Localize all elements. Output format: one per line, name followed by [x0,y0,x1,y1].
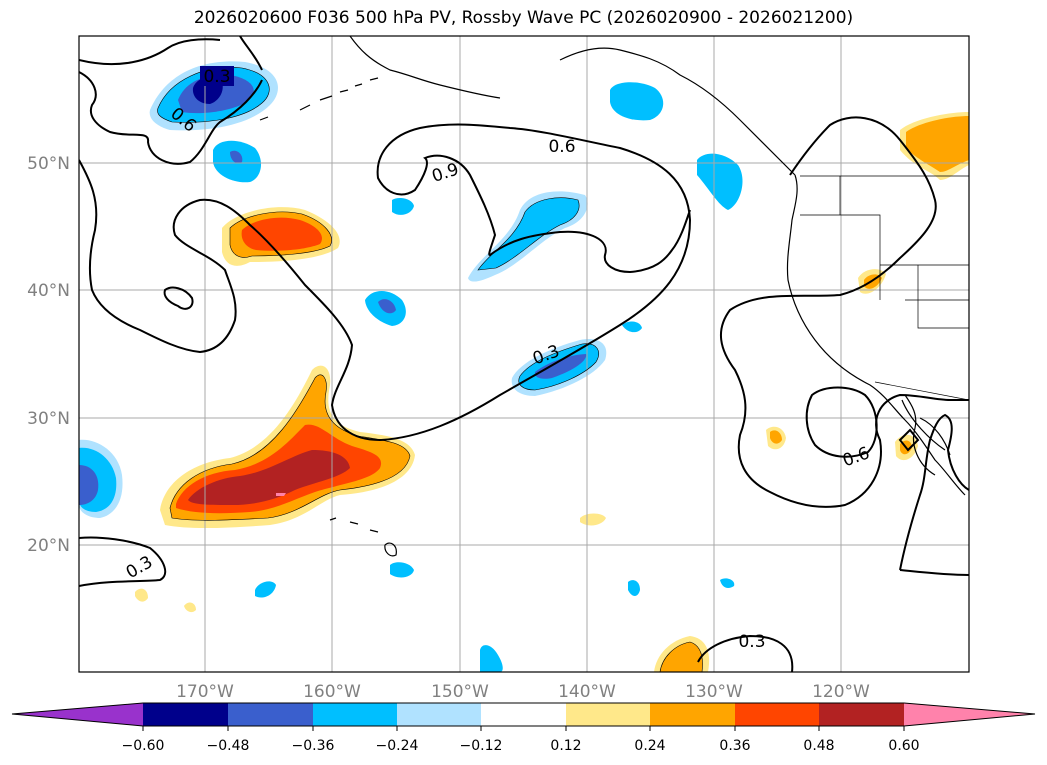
pv-contour [899,413,969,571]
colorbar-segment [481,703,566,726]
contour-label: 0.6 [548,137,575,157]
pv-contour-layer [79,36,969,672]
colorbar-segment [397,703,481,726]
pv-fill-layer [79,61,969,672]
latitude-labels: 50°N 40°N 30°N 20°N [27,154,70,556]
colorbar-tick-label: −0.24 [376,738,419,754]
pv-positive-region [184,602,196,613]
region-edge [229,211,332,258]
north-america-coastline [786,174,966,496]
lon-label: 140°W [558,682,616,702]
lat-label: 40°N [27,281,70,301]
colorbar-tick-label: 0.24 [634,738,665,754]
pv-negative-region [378,299,396,314]
state-borders [800,176,969,401]
pv-negative-region [697,153,743,210]
pv-contour [79,123,692,442]
lat-label: 20°N [27,536,70,556]
colorbar-tick-label: −0.36 [292,738,335,754]
pv-positive-region [906,116,969,172]
pv-negative-region [392,198,414,215]
colorbar-segment [819,703,904,726]
colorbar-tick-label: 0.36 [719,738,750,754]
pv-positive-region [135,588,148,602]
pv-negative-region [478,197,580,270]
colorbar-segment [650,703,735,726]
pv-positive-region [580,513,606,526]
pv-negative-region [230,150,243,164]
colorbar-tick-label: 0.12 [550,738,581,754]
pv-contour [79,38,221,66]
pv-contour [805,386,878,458]
pv-contour [239,36,263,71]
label-background [200,66,234,86]
pv-contour [79,71,263,165]
colorbar-segment [313,703,397,726]
lon-label: 130°W [685,682,743,702]
pv-positive-region [770,430,782,444]
pv-contour [697,634,794,672]
colorbar-segment [143,703,228,726]
colorbar-segment [566,703,650,726]
region-edge [659,641,703,672]
colorbar-tick-label: −0.12 [460,738,503,754]
pv-negative-region [622,321,642,333]
pv-region-edges [157,67,703,672]
contour-label: 0.6 [840,443,872,471]
colorbar-tick-marks [142,726,905,731]
pv-negative-region [480,645,503,672]
region-edge [518,343,599,391]
contour-label: 0.9 [430,160,462,187]
lat-label: 50°N [27,154,70,174]
pv-contour [163,286,194,310]
contour-label: 0.3 [123,552,156,583]
colorbar-tick-label: −0.48 [207,738,250,754]
pv-negative-region [628,580,640,596]
pv-negative-region [390,562,414,578]
longitude-labels: 170°W 160°W 150°W 140°W 130°W 120°W [176,682,870,702]
colorbar-tick-label: −0.60 [122,738,165,754]
lat-label: 30°N [27,409,70,429]
pv-contour [719,116,969,508]
coastline-layer [259,36,966,557]
border-layer [800,175,969,401]
pv-positive-region [241,217,322,251]
pv-positive-region [276,493,286,496]
region-edge [477,197,580,271]
pv-negative-region [534,354,587,379]
colorbar-extend-min [12,703,143,726]
graticule [79,36,969,672]
colorbar-tick-labels: −0.60 −0.48 −0.36 −0.24 −0.12 0.12 0.24 … [122,738,920,754]
pv-positive-region [660,642,703,672]
colorbar: −0.60 −0.48 −0.36 −0.24 −0.12 0.12 0.24 … [11,702,1036,754]
lon-label: 150°W [431,682,489,702]
pv-contour [898,428,920,452]
lon-label: 160°W [303,682,361,702]
colorbar-segment [228,703,313,726]
colorbar-extend-max [904,703,1035,726]
contour-label: 0.3 [203,67,230,87]
pv-positive-region [188,450,350,505]
map-title: 2026020600 F036 500 hPa PV, Rossby Wave … [193,8,854,28]
map-frame [78,35,970,673]
colorbar-segment [735,703,819,726]
region-edge [169,374,411,521]
colorbar-tick-label: 0.60 [888,738,919,754]
contour-label: 0.3 [738,632,765,652]
lon-label: 170°W [176,682,234,702]
lon-label: 120°W [812,682,870,702]
pv-negative-region [255,581,276,598]
pv-contour [79,536,167,587]
colorbar-tick-label: 0.48 [803,738,834,754]
hawaii-islands [329,517,397,557]
pv-negative-region [79,465,99,505]
pv-negative-region [720,578,735,588]
alaska-coastline [349,36,796,176]
pv-contour [899,569,969,576]
aleutian-islands [259,77,379,121]
pv-negative-region [610,82,664,121]
